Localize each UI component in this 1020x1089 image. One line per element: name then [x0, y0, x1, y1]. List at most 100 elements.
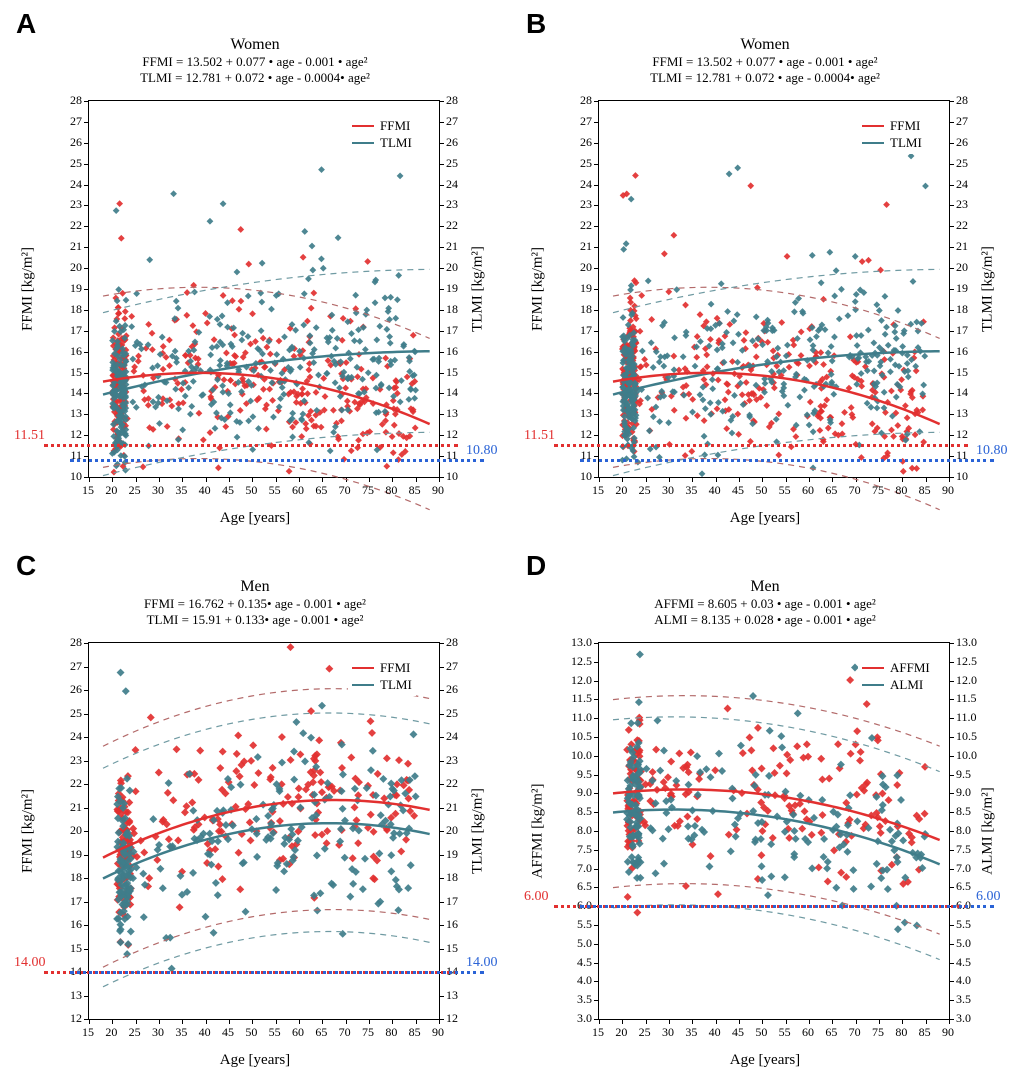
ytick-right — [439, 414, 444, 415]
ytick-right — [439, 667, 444, 668]
ytick-left — [594, 456, 599, 457]
ytick-label-left: 24 — [54, 178, 82, 190]
ytick-label-left: 27 — [54, 115, 82, 127]
ytick-left — [594, 643, 599, 644]
xtick-label: 70 — [843, 484, 867, 496]
ytick-left — [84, 714, 89, 715]
ytick-label-right: 28 — [446, 636, 458, 648]
threshold-label: 11.51 — [524, 428, 555, 444]
xtick — [299, 1019, 300, 1024]
ytick-label-right: 9.5 — [956, 768, 971, 780]
plot-svg — [89, 101, 439, 477]
ytick-label-left: 15 — [564, 366, 592, 378]
ytick-label-left: 17 — [54, 324, 82, 336]
xtick-label: 75 — [866, 484, 890, 496]
xtick-label: 60 — [796, 484, 820, 496]
ytick-label-right: 20 — [446, 824, 458, 836]
ytick-label-right: 16 — [446, 345, 458, 357]
ytick-right — [949, 352, 954, 353]
legend-item: TLMI — [862, 135, 922, 152]
ytick-left — [594, 963, 599, 964]
xtick — [926, 477, 927, 482]
ytick-right — [949, 373, 954, 374]
xtick — [229, 477, 230, 482]
ytick-right — [439, 878, 444, 879]
ytick-label-right: 7.5 — [956, 843, 971, 855]
equation-2: TLMI = 15.91 + 0.133• age - 0.001 • age² — [10, 612, 500, 628]
xtick-label: 65 — [819, 1026, 843, 1038]
xtick — [206, 1019, 207, 1024]
legend: FFMITLMI — [348, 658, 416, 696]
ytick-right — [949, 205, 954, 206]
equation-2: ALMI = 8.135 + 0.028 • age - 0.001 • age… — [520, 612, 1010, 628]
ytick-label-left: 10.0 — [564, 749, 592, 761]
xtick — [832, 477, 833, 482]
xtick-label: 30 — [656, 1026, 680, 1038]
ytick-left — [84, 226, 89, 227]
ytick-left — [84, 331, 89, 332]
ytick-left — [594, 869, 599, 870]
ytick-label-left: 9.5 — [564, 768, 592, 780]
ytick-right — [949, 164, 954, 165]
ytick-left — [594, 850, 599, 851]
xtick — [416, 1019, 417, 1024]
xtick-label: 80 — [379, 1026, 403, 1038]
xtick — [322, 1019, 323, 1024]
xtick — [392, 477, 393, 482]
xtick-label: 45 — [216, 484, 240, 496]
ytick-label-right: 13 — [446, 407, 458, 419]
ytick-label-left: 20 — [54, 824, 82, 836]
ytick-label-left: 19 — [54, 848, 82, 860]
panel-D: DMenAFFMI = 8.605 + 0.03 • age - 0.001 •… — [520, 550, 1010, 1080]
xtick — [252, 1019, 253, 1024]
ytick-right — [439, 925, 444, 926]
ytick-left — [594, 101, 599, 102]
ytick-label-right: 19 — [956, 282, 968, 294]
xtick-label: 75 — [356, 484, 380, 496]
panel-A: AWomenFFMI = 13.502 + 0.077 • age - 0.00… — [10, 8, 500, 538]
ytick-right — [949, 435, 954, 436]
legend-swatch — [352, 142, 374, 144]
ytick-left — [84, 925, 89, 926]
ytick-left — [84, 737, 89, 738]
xtick-label: 70 — [333, 1026, 357, 1038]
ytick-right — [949, 247, 954, 248]
xtick-label: 15 — [586, 1026, 610, 1038]
xtick-label: 90 — [936, 484, 960, 496]
ytick-right — [949, 456, 954, 457]
xtick — [206, 477, 207, 482]
ytick-left — [594, 331, 599, 332]
ytick-label-right: 19 — [446, 848, 458, 860]
ytick-label-right: 28 — [956, 94, 968, 106]
ytick-left — [594, 699, 599, 700]
legend-item: FFMI — [352, 660, 412, 677]
xtick-label: 70 — [333, 484, 357, 496]
xtick-label: 80 — [379, 484, 403, 496]
xtick — [252, 477, 253, 482]
xtick — [762, 477, 763, 482]
legend-label: FFMI — [380, 660, 410, 677]
ytick-right — [949, 925, 954, 926]
legend-label: TLMI — [380, 135, 412, 152]
ytick-label-right: 8.0 — [956, 824, 971, 836]
ytick-label-left: 11.5 — [564, 692, 592, 704]
ytick-label-left: 14 — [54, 386, 82, 398]
ytick-right — [949, 887, 954, 888]
ytick-label-right: 19 — [446, 282, 458, 294]
ytick-label-right: 25 — [956, 157, 968, 169]
xtick-label: 55 — [773, 1026, 797, 1038]
ytick-label-left: 8.0 — [564, 824, 592, 836]
xtick-label: 20 — [99, 484, 123, 496]
legend-swatch — [862, 125, 884, 127]
ytick-left — [594, 268, 599, 269]
xtick-label: 60 — [286, 1026, 310, 1038]
ytick-label-right: 12 — [446, 428, 458, 440]
ytick-left — [594, 812, 599, 813]
ytick-left — [594, 1000, 599, 1001]
ytick-label-left: 4.0 — [564, 974, 592, 986]
ytick-label-right: 22 — [956, 219, 968, 231]
ytick-right — [439, 784, 444, 785]
ytick-right — [949, 226, 954, 227]
ytick-label-right: 13 — [446, 989, 458, 1001]
ytick-left — [84, 185, 89, 186]
